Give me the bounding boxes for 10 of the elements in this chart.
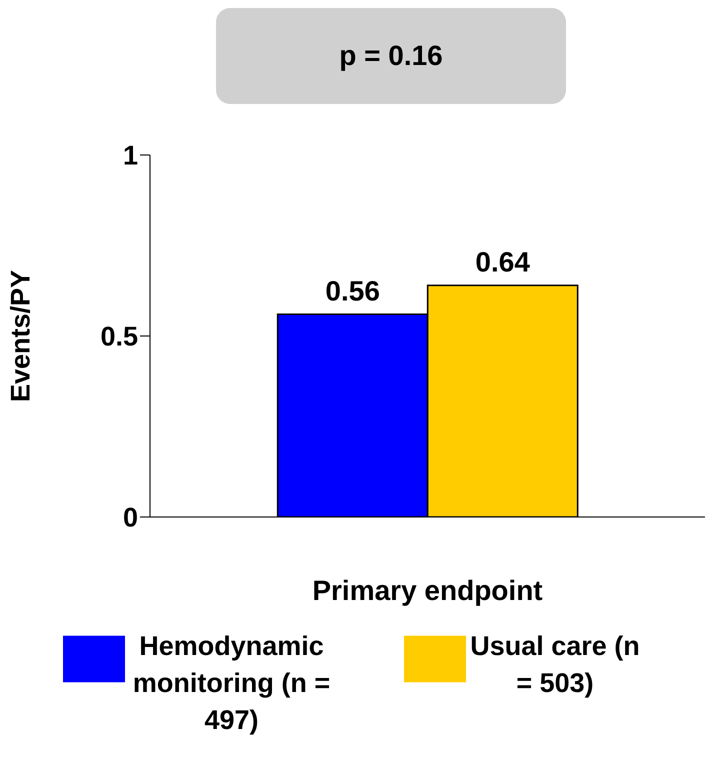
text: p = 0.16 [216, 8, 566, 104]
y-axis-title: Events/PY [6, 270, 36, 402]
y-tick-label: 0.5 [100, 322, 138, 352]
data-label: 0.56 [325, 275, 380, 306]
y-tick-label: 0 [122, 502, 138, 533]
data-label: 0.64 [475, 246, 530, 278]
y-tick-label: 1 [122, 140, 138, 171]
legend-label: Hemodynamic monitoring (n = 497) [132, 630, 332, 737]
legend-label: Usual care (n = 503) [470, 630, 640, 700]
x-tick-label: Primary endpoint [312, 575, 543, 606]
